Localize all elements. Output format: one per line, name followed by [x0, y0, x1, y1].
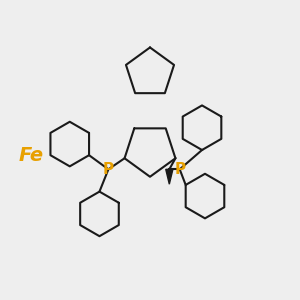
- Polygon shape: [166, 169, 173, 184]
- Text: P: P: [103, 162, 114, 177]
- Text: Fe: Fe: [19, 146, 44, 165]
- Text: P: P: [174, 162, 185, 177]
